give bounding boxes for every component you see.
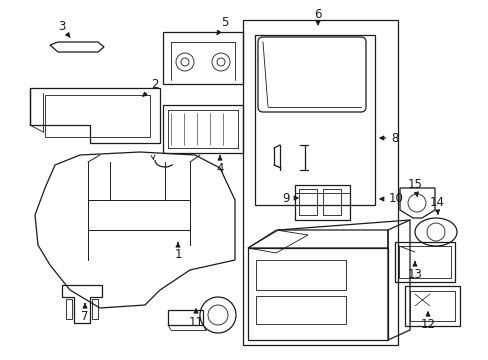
Bar bbox=[394, 242, 454, 282]
Bar bbox=[256, 260, 346, 290]
Bar bbox=[45, 95, 150, 137]
Bar bbox=[163, 105, 243, 153]
Bar bbox=[163, 32, 243, 84]
Bar bbox=[409, 291, 454, 321]
Bar bbox=[298, 189, 316, 215]
Text: 12: 12 bbox=[420, 312, 435, 332]
Text: 11: 11 bbox=[188, 309, 203, 328]
Bar bbox=[66, 299, 72, 319]
Bar bbox=[404, 286, 459, 326]
Text: 2: 2 bbox=[142, 78, 159, 96]
Text: 14: 14 bbox=[428, 195, 444, 214]
Bar bbox=[243, 20, 397, 345]
Text: 5: 5 bbox=[217, 15, 228, 35]
Bar bbox=[247, 248, 387, 340]
Bar bbox=[398, 246, 450, 278]
Bar bbox=[323, 189, 340, 215]
Text: 8: 8 bbox=[379, 131, 398, 144]
Bar bbox=[92, 299, 98, 319]
Text: 3: 3 bbox=[58, 21, 70, 37]
Text: 1: 1 bbox=[174, 243, 182, 261]
Text: 4: 4 bbox=[216, 156, 224, 175]
Text: 15: 15 bbox=[407, 179, 422, 197]
Text: 6: 6 bbox=[314, 8, 321, 25]
Text: 10: 10 bbox=[379, 193, 403, 206]
Text: 7: 7 bbox=[81, 304, 88, 323]
Bar bbox=[254, 35, 374, 205]
Bar bbox=[294, 185, 349, 220]
Text: 9: 9 bbox=[282, 192, 298, 204]
Bar bbox=[256, 296, 346, 324]
Text: 13: 13 bbox=[407, 262, 422, 280]
